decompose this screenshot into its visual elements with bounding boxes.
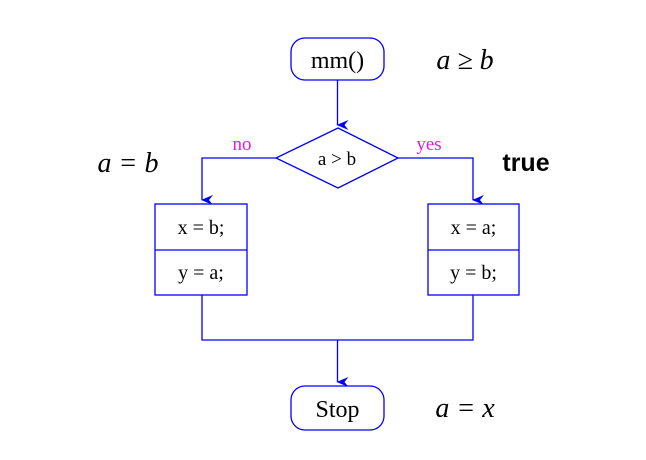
right-box-line1: x = a; <box>451 217 497 239</box>
flow-arrow-no-branch <box>201 157 276 205</box>
right-assertion-annotation: true <box>502 149 549 177</box>
right-box-line2: y = b; <box>450 262 497 284</box>
branch-no-label: no <box>233 134 252 155</box>
stop-node <box>290 385 385 431</box>
decision-node-label: a > b <box>318 149 356 170</box>
branch-yes-label: yes <box>416 134 441 155</box>
precondition-annotation: a ≥ b <box>436 45 493 76</box>
decision-node <box>274 127 400 189</box>
stop-node-label: Stop <box>315 397 359 423</box>
flow-arrow-yes-branch <box>398 157 484 205</box>
left-assertion-annotation: a = b <box>98 148 159 179</box>
start-node-label: mm() <box>311 48 364 74</box>
left-box-line2: y = a; <box>178 262 224 284</box>
postcondition-annotation: a = x <box>435 393 495 424</box>
flow-merge-line <box>201 295 474 341</box>
left-box-line1: x = b; <box>178 217 225 239</box>
